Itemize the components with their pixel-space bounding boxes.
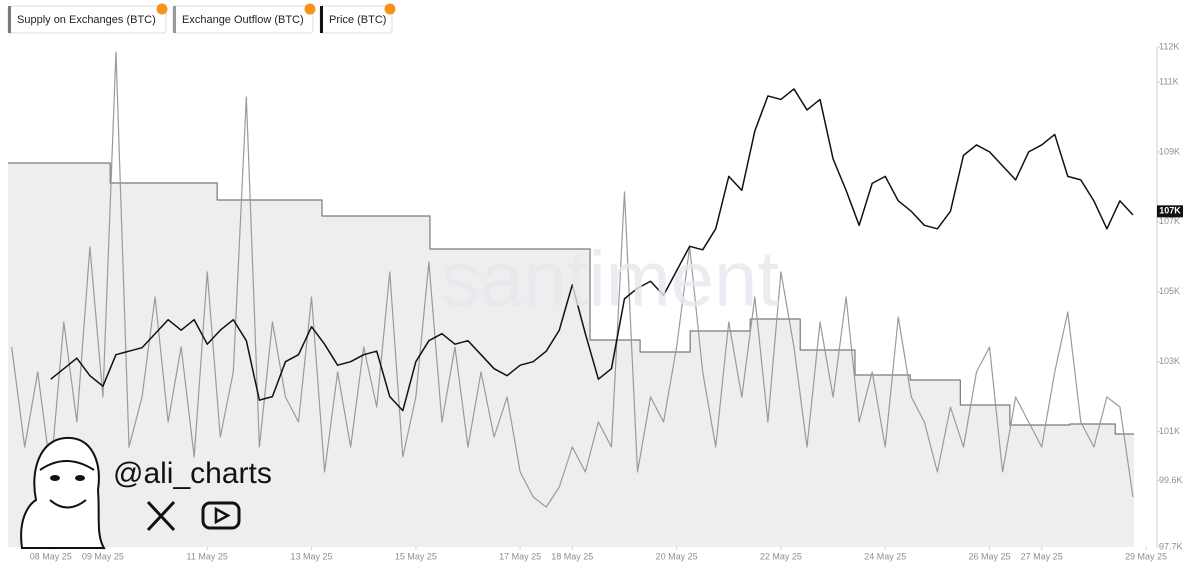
btc-icon [384,3,396,15]
y-tick-label: 101K [1159,426,1180,436]
credit-badge: @ali_charts [20,436,272,549]
y-tick-label: 107K [1159,216,1180,226]
face [20,436,106,549]
eye [75,475,85,481]
x-tick-label: 15 May 25 [395,551,437,561]
face-line [39,460,95,471]
legend: Supply on Exchanges (BTC) Exchange Outfl… [7,3,396,34]
series-line [8,162,1134,435]
eye [50,475,60,481]
x-tick-label: 29 May 25 [1125,551,1167,561]
x-tick-label: 11 May 25 [187,551,228,561]
legend-label: Supply on Exchanges (BTC) [17,14,156,26]
y-tick-label: 105K [1159,286,1180,296]
y-tick-label: 103K [1159,356,1180,366]
x-tick-label: 20 May 25 [656,551,698,561]
youtube-play [214,506,231,525]
y-tick-label: 99.6K [1159,475,1183,485]
y-tick-label: 109K [1159,146,1180,156]
btc-icon [304,3,316,15]
smile [49,499,87,509]
legend-label: Price (BTC) [329,14,386,26]
area [8,163,1135,547]
series-line [50,88,1134,412]
x-icon [146,500,176,532]
y-tick-label: 112K [1159,41,1179,51]
youtube-icon [201,501,241,530]
btc-icon [156,3,168,15]
y-tick-label: 97.7K [1159,541,1183,551]
x-tick-label: 09 May 25 [82,551,124,561]
series-line [11,51,1134,508]
legend-swatch [320,6,323,33]
y-tick-label: 111K [1159,76,1179,86]
x-tick-label: 13 May 25 [291,551,333,561]
legend-swatch [8,6,11,33]
watermark: santiment [441,235,779,323]
x-tick-label: 24 May 25 [864,551,906,561]
price-badge [1157,205,1183,218]
x-tick-label: 17 May 25 [499,551,541,561]
x-tick-label: 22 May 25 [760,551,802,561]
legend-label: Exchange Outflow (BTC) [182,14,304,26]
legend-swatch [173,6,176,33]
x-tick-label: 27 May 25 [1021,551,1063,561]
x-tick-label: 18 May 25 [551,551,593,561]
x-tick-label: 08 May 25 [30,551,72,561]
x-tick-label: 26 May 25 [969,551,1011,561]
plot-area: 112K 111K 109K 107K 105K 103K 101K 99.6K 97.7K 08… [8,41,1183,561]
price-badge-label: 107K [1159,206,1181,216]
credit-handle: @ali_charts [113,457,272,490]
